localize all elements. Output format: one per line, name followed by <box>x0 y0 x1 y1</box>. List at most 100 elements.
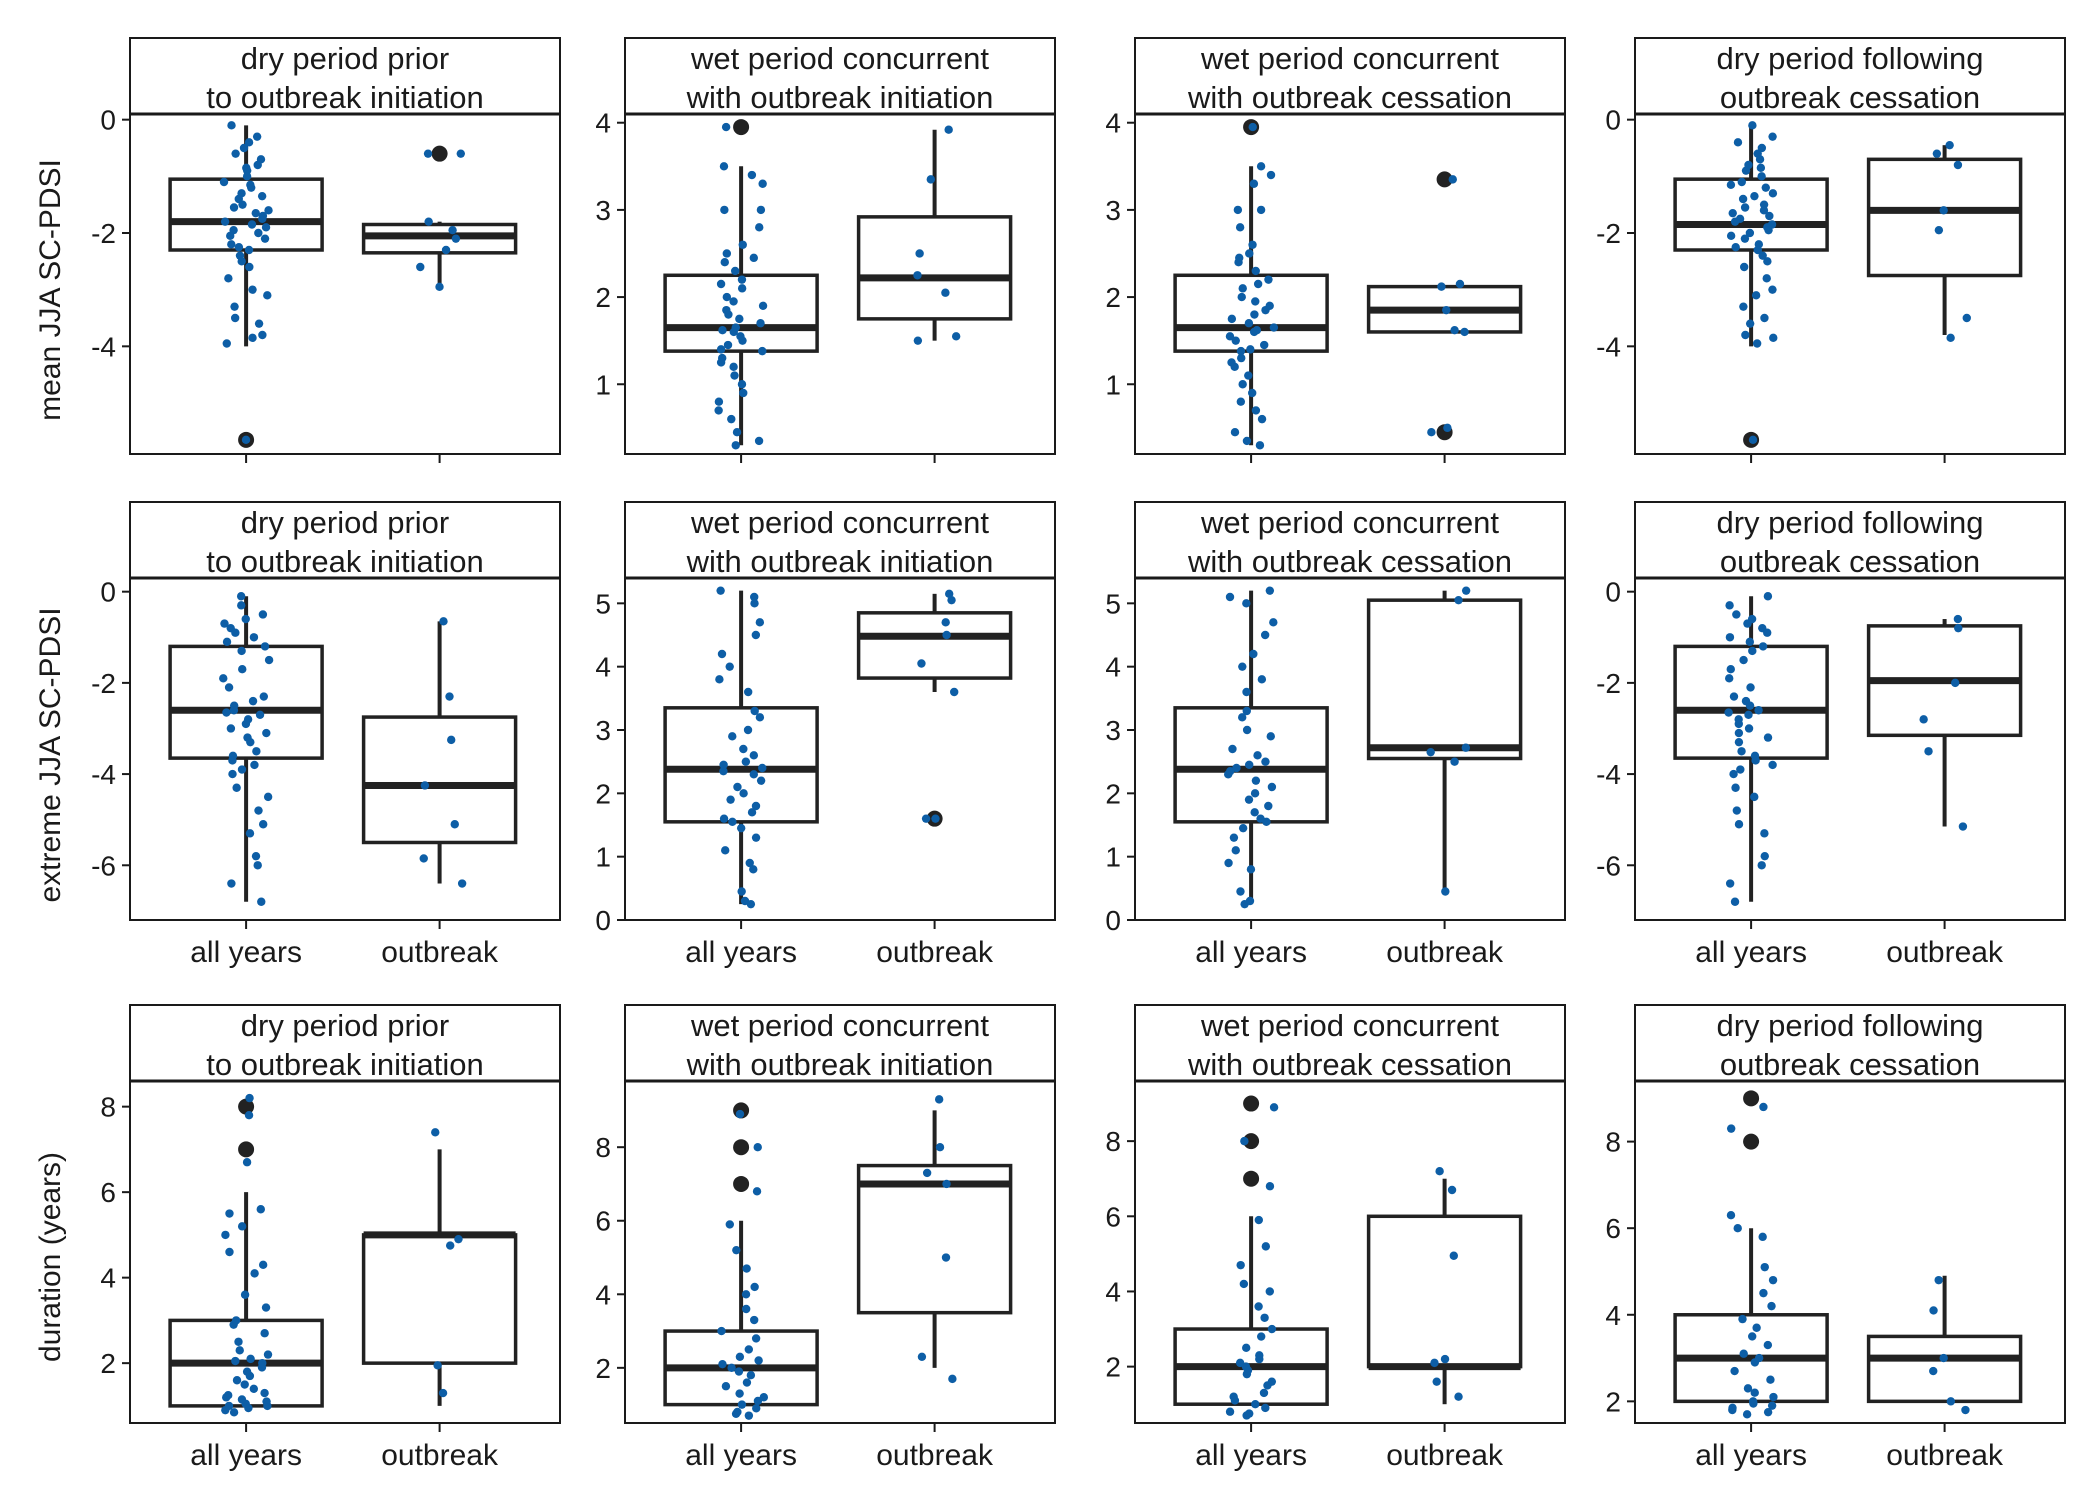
data-point <box>1744 710 1753 719</box>
data-point <box>944 125 953 134</box>
data-point <box>1754 706 1763 715</box>
data-point <box>248 333 257 343</box>
data-point <box>1748 121 1757 130</box>
data-point <box>254 806 263 815</box>
data-point <box>756 205 766 215</box>
data-point <box>1244 319 1254 328</box>
panel-title-line: wet period concurrent <box>1200 505 1499 540</box>
panel-strip <box>129 37 561 115</box>
data-point <box>1267 782 1277 792</box>
data-point <box>744 1411 754 1420</box>
data-point <box>1246 865 1256 874</box>
data-point <box>446 1241 455 1250</box>
data-point <box>1238 284 1247 293</box>
y-tick-label: 3 <box>595 195 611 226</box>
data-point <box>1760 829 1769 838</box>
data-point <box>1260 630 1270 640</box>
data-point <box>1745 701 1755 710</box>
data-point <box>733 1407 742 1417</box>
data-point <box>735 1109 745 1119</box>
data-point <box>1746 683 1755 692</box>
data-point <box>1730 897 1740 906</box>
data-point <box>1256 814 1265 823</box>
data-point <box>1232 763 1241 773</box>
box <box>1866 157 2023 278</box>
data-point <box>1768 1275 1778 1285</box>
data-point <box>1242 687 1251 697</box>
y-tick-label: 4 <box>1105 1276 1121 1307</box>
data-point <box>1760 1262 1769 1272</box>
data-point <box>752 1187 762 1196</box>
data-point <box>264 655 274 665</box>
data-point <box>1440 1354 1450 1364</box>
data-point <box>749 770 758 779</box>
data-point <box>1236 397 1246 406</box>
panel-strip <box>129 501 561 579</box>
data-point <box>737 380 747 389</box>
data-point <box>1939 1353 1948 1363</box>
y-tick-label: -4 <box>1596 759 1621 790</box>
x-tick-label: outbreak <box>381 1439 499 1472</box>
outlier-point <box>431 145 448 162</box>
data-point <box>224 683 234 692</box>
data-point <box>1755 155 1765 164</box>
data-point <box>719 766 728 776</box>
data-point <box>1763 592 1773 601</box>
data-point <box>264 206 273 215</box>
y-tick-label: 0 <box>595 905 611 936</box>
y-tick-label: 8 <box>1105 1126 1121 1157</box>
data-point <box>1768 285 1777 294</box>
data-point <box>1751 756 1760 765</box>
data-point <box>438 1388 448 1398</box>
box <box>1673 644 1829 760</box>
panel-0-2: wet period concurrent with outbreak cessa… <box>1105 37 1566 463</box>
data-point <box>423 149 433 158</box>
data-point <box>736 332 745 341</box>
data-point <box>1739 655 1748 665</box>
data-point <box>254 228 263 238</box>
data-point <box>1726 665 1735 674</box>
y-tick-label: -2 <box>1596 218 1621 249</box>
data-point <box>1441 887 1450 896</box>
data-point <box>741 1304 751 1314</box>
data-point <box>1763 1407 1773 1417</box>
data-point <box>435 282 444 292</box>
data-point <box>237 257 246 266</box>
data-point <box>1725 879 1735 888</box>
data-point <box>723 340 733 350</box>
data-point <box>1235 1358 1245 1368</box>
data-point <box>226 231 235 241</box>
box <box>856 1163 1013 1315</box>
data-point <box>922 1168 932 1178</box>
y-tick-label: 4 <box>595 652 611 683</box>
data-point <box>749 751 759 760</box>
y-tick-label: -6 <box>1596 850 1621 881</box>
data-point <box>1741 330 1750 340</box>
panel-strip <box>1134 501 1566 579</box>
y-tick-label: 2 <box>595 282 611 313</box>
outlier-point <box>1243 1133 1260 1150</box>
data-point <box>1742 1410 1752 1419</box>
data-point <box>941 288 950 297</box>
data-point <box>722 305 731 315</box>
data-point <box>722 249 732 258</box>
data-point <box>1740 203 1750 212</box>
x-tick-label: all years <box>190 936 302 969</box>
data-point <box>1939 206 1948 215</box>
data-point <box>1768 189 1778 198</box>
data-point <box>1758 1232 1767 1242</box>
data-point <box>225 1209 234 1218</box>
panel-title-line: wet period concurrent <box>1200 1008 1499 1043</box>
data-point <box>252 747 261 756</box>
data-point <box>256 1205 265 1214</box>
data-point <box>1757 172 1766 181</box>
panel-strip <box>1634 37 2066 115</box>
data-point <box>717 353 727 363</box>
y-tick-label: 0 <box>1105 905 1121 936</box>
data-point <box>229 1408 239 1417</box>
data-point <box>1246 345 1255 354</box>
data-point <box>730 266 740 276</box>
x-tick-label: outbreak <box>1886 936 2004 969</box>
y-tick-label: 5 <box>595 588 611 619</box>
data-point <box>716 345 726 354</box>
